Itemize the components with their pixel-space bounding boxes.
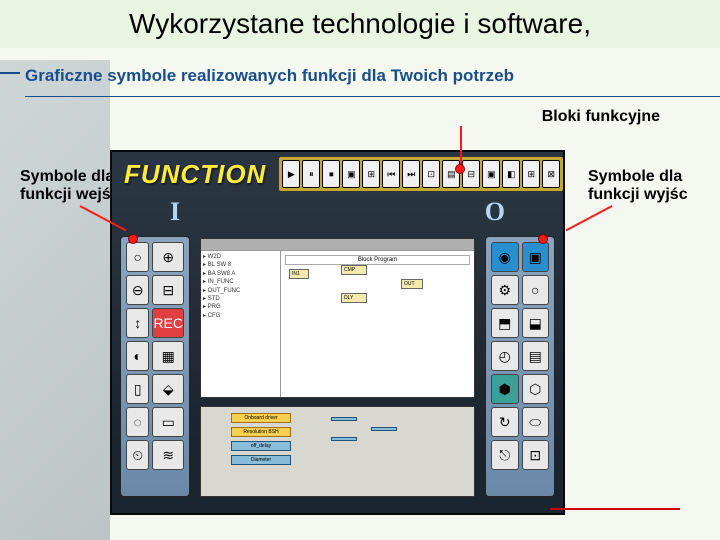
input-symbol-icon[interactable]: ◌ [126,407,149,437]
output-symbol-icon[interactable]: ◴ [491,341,519,371]
input-symbol-icon[interactable]: ▭ [152,407,184,437]
callout-dot-right [538,234,548,244]
function-block-icon[interactable]: ⊠ [542,160,560,188]
output-symbol-icon[interactable]: ◉ [491,242,519,272]
callout-line-right [566,205,613,231]
input-symbol-icon[interactable]: ○ [126,242,149,272]
function-block-icon[interactable]: ⊟ [462,160,480,188]
diagram-block[interactable]: Onboard driver [231,413,291,423]
callout-dot-top [455,164,465,174]
function-block-icon[interactable]: ▶ [282,160,300,188]
editor-body: ▸ W2D▸ BL SW 8▸ BA SW8 A▸ IN_FUNC▸ OUT_F… [201,251,474,397]
output-symbol-icon[interactable]: ⎋ [491,440,519,470]
canvas-node[interactable]: OUT [401,279,423,289]
red-underline-decoration [550,508,680,510]
diagram-block[interactable] [371,427,397,431]
subtitle-underline [25,96,720,97]
diagram-block[interactable] [331,437,357,441]
input-symbol-icon[interactable]: ⊖ [126,275,149,305]
diagram-block[interactable] [331,417,357,421]
output-symbol-icon[interactable]: ⬡ [522,374,550,404]
subtitle: Graficzne symbole realizowanych funkcji … [0,48,720,96]
editor-window[interactable]: ▸ W2D▸ BL SW 8▸ BA SW8 A▸ IN_FUNC▸ OUT_F… [200,238,475,398]
editor-titlebar [201,239,474,251]
diagram-block[interactable]: off_delay [231,441,291,451]
output-symbol-icon[interactable]: ▤ [522,341,550,371]
function-block-icon[interactable]: ◧ [502,160,520,188]
output-symbol-icon[interactable]: ↻ [491,407,519,437]
background-photo [0,60,110,540]
tree-item[interactable]: ▸ BL SW 8 [203,261,278,269]
output-symbol-icon[interactable]: ⬒ [491,308,519,338]
input-symbol-icon[interactable]: REC [152,308,184,338]
tree-item[interactable]: ▸ PRG [203,303,278,311]
output-symbol-palette: ◉▣⚙○⬒⬓◴▤⬢⬡↻⬭⎋⊡ [485,236,555,497]
output-symbol-icon[interactable]: ⬭ [522,407,550,437]
function-block-icon[interactable]: ▣ [342,160,360,188]
input-symbol-icon[interactable]: ⊟ [152,275,184,305]
function-panel: FUNCTION ▶⏸⏹▣⊞⏮⏭⊡▤⊟▣◧⊞⊠ I O ○⊕⊖⊟↕REC◐▦▯⬙… [110,150,565,515]
canvas-title: Block Program [285,255,470,265]
tree-item[interactable]: ▸ STD [203,295,278,303]
io-input-label: I [170,197,180,227]
function-block-icon[interactable]: ⏹ [322,160,340,188]
output-symbol-icon[interactable]: ▣ [522,242,550,272]
input-symbol-icon[interactable]: ▦ [152,341,184,371]
input-symbol-icon[interactable]: ⊕ [152,242,184,272]
canvas-node[interactable]: DLY [341,293,367,303]
function-label: FUNCTION [124,159,266,190]
output-symbol-icon[interactable]: ○ [522,275,550,305]
canvas-node[interactable]: CMP [341,265,367,275]
callout-dot-left [128,234,138,244]
function-block-icon[interactable]: ⏸ [302,160,320,188]
function-block-icon[interactable]: ⏮ [382,160,400,188]
input-symbol-icon[interactable]: ▯ [126,374,149,404]
io-output-label: O [485,197,505,227]
input-symbol-icon[interactable]: ↕ [126,308,149,338]
function-block-icon[interactable]: ▣ [482,160,500,188]
editor-canvas[interactable]: Block Program IN1 CMP DLY OUT [281,251,474,397]
callout-line-top [460,126,462,166]
input-symbol-icon[interactable]: ◐ [126,341,149,371]
input-symbol-icon[interactable]: ⬙ [152,374,184,404]
function-block-icon[interactable]: ⊡ [422,160,440,188]
canvas-node[interactable]: IN1 [289,269,309,279]
output-symbol-icon[interactable]: ⬢ [491,374,519,404]
annotation-top-right: Bloki funkcyjne [542,108,660,126]
io-bar: I O [112,196,563,228]
input-symbol-icon[interactable]: ⏲ [126,440,149,470]
input-symbol-palette: ○⊕⊖⊟↕REC◐▦▯⬙◌▭⏲≋ [120,236,190,497]
diagram-block[interactable]: Diameter [231,455,291,465]
subtitle-text: Graficzne symbole realizowanych funkcji … [25,66,514,85]
work-area: ○⊕⊖⊟↕REC◐▦▯⬙◌▭⏲≋ ◉▣⚙○⬒⬓◴▤⬢⬡↻⬭⎋⊡ ▸ W2D▸ B… [120,228,555,505]
panel-header: FUNCTION ▶⏸⏹▣⊞⏮⏭⊡▤⊟▣◧⊞⊠ [112,152,563,196]
function-block-toolbar: ▶⏸⏹▣⊞⏮⏭⊡▤⊟▣◧⊞⊠ [278,156,564,192]
input-symbol-icon[interactable]: ≋ [152,440,184,470]
function-block-icon[interactable]: ⊞ [362,160,380,188]
output-symbol-icon[interactable]: ⊡ [522,440,550,470]
annotation-right: Symbole dla funkcji wyjśc [588,168,718,204]
tree-item[interactable]: ▸ CFG [203,312,278,320]
tree-item[interactable]: ▸ W2D [203,253,278,261]
output-symbol-icon[interactable]: ⚙ [491,275,519,305]
diagram-block[interactable]: Resolution BSH [231,427,291,437]
tree-item[interactable]: ▸ BA SW8 A [203,270,278,278]
page-title: Wykorzystane technologie i software, [0,0,720,48]
tree-item[interactable]: ▸ OUT_FUNC [203,287,278,295]
tree-item[interactable]: ▸ IN_FUNC [203,278,278,286]
function-block-icon[interactable]: ⊞ [522,160,540,188]
function-block-icon[interactable]: ⏭ [402,160,420,188]
diagram-window[interactable]: Onboard driver Resolution BSH off_delay Dia… [200,406,475,497]
editor-tree[interactable]: ▸ W2D▸ BL SW 8▸ BA SW8 A▸ IN_FUNC▸ OUT_F… [201,251,281,397]
output-symbol-icon[interactable]: ⬓ [522,308,550,338]
